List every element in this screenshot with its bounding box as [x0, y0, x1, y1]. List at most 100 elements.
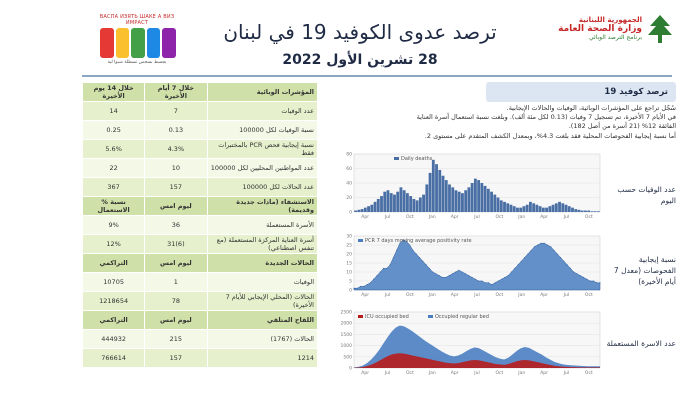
bar: [522, 206, 526, 212]
data-point: [556, 253, 558, 255]
y-tick-label: 2500: [341, 310, 353, 316]
bar: [541, 207, 545, 212]
data-point: [422, 260, 424, 262]
y-tick-label: 1000: [341, 343, 353, 349]
bar: [477, 180, 481, 212]
logo-block: [146, 28, 161, 58]
row-label: عدد الحالات لكل 100000: [206, 177, 318, 197]
summary-line: في الأيام 7 الأخيرة، تم تسجيل 7 وفيات (0…: [416, 113, 676, 122]
x-tick-label: Apr: [451, 292, 459, 298]
ministry-line-1: الجمهورية اللبنانية: [578, 16, 642, 24]
header-cell: % نسبة الاستعمال: [81, 196, 146, 216]
bar: [590, 211, 594, 212]
header-divider: [82, 75, 672, 77]
summary-text: سُجّل تراجع على المؤشرات الوبائية، الوفي…: [322, 104, 676, 141]
data-point: [543, 242, 545, 244]
data-point: [435, 273, 437, 275]
bar: [535, 204, 539, 212]
summary-line: الفائقة 12% (21 أسرة من أصل 182).: [568, 122, 676, 131]
cell-yesterday: 215: [144, 329, 208, 349]
cell-14d: 22: [81, 158, 146, 178]
data-point: [576, 273, 578, 275]
bar: [551, 204, 555, 212]
bar: [386, 190, 390, 212]
chart-label: عدد الاسرة المستعملة: [606, 339, 676, 348]
data-point: [360, 285, 362, 287]
y-tick-label: 25: [346, 243, 352, 249]
bar: [428, 172, 432, 212]
logo-block: [131, 28, 145, 58]
data-point: [579, 275, 581, 277]
cell-cumulative: 1218654: [81, 291, 146, 311]
table-row: 12% 31(6) أسرة العناية المركزة المستعملة…: [81, 234, 318, 254]
x-tick-label: Apr: [540, 214, 548, 220]
y-tick-label: 2000: [341, 321, 353, 327]
x-tick-label: Apr: [451, 370, 459, 376]
cell-14d: 5.6%: [81, 139, 146, 159]
bar: [545, 207, 549, 212]
data-point: [432, 271, 434, 273]
x-tick-label: Apr: [361, 214, 369, 220]
data-point: [455, 271, 457, 273]
data-point: [425, 264, 427, 266]
data-point: [474, 278, 476, 280]
data-point: [507, 275, 509, 277]
bar: [425, 184, 429, 212]
data-point: [596, 282, 598, 284]
series-area-icu: [354, 353, 600, 368]
row-label: أسرة العناية المركزة المستعملة (مع تنفس …: [206, 234, 318, 254]
data-point: [379, 271, 381, 273]
chart-label: نسبة إيجابية الفحوصات (معدل 7 أيام الأخي…: [613, 255, 676, 286]
data-point: [392, 257, 394, 259]
x-tick-label: Jul: [384, 292, 390, 298]
legend-swatch: [358, 315, 363, 318]
x-tick-label: Oct: [406, 214, 414, 220]
header-cell: الاستشفاء (مادات جديدة وقديمة): [206, 196, 318, 216]
bar: [415, 200, 419, 212]
table-row: 367 157 عدد الحالات لكل 100000: [81, 177, 318, 197]
x-tick-label: Jul: [384, 214, 390, 220]
data-point: [497, 280, 499, 282]
cell-7d: 10: [144, 158, 208, 178]
bar: [367, 206, 370, 212]
bar: [519, 207, 523, 212]
bar: [577, 209, 581, 212]
header-cell: اللقاح المتلقي: [206, 310, 318, 330]
data-point: [530, 249, 532, 251]
row-label: الأسرة المستعملة: [206, 215, 318, 235]
data-point: [399, 242, 401, 244]
bar: [402, 190, 406, 212]
bar: [503, 201, 506, 212]
data-point: [396, 249, 398, 251]
x-tick-label: Jul: [563, 370, 569, 376]
bar: [422, 194, 426, 212]
x-tick-label: Jan: [428, 370, 436, 376]
table-row: 10705 1 الوفيات: [81, 272, 318, 292]
data-point: [566, 264, 568, 266]
x-tick-label: Apr: [361, 370, 369, 376]
bar: [584, 210, 587, 212]
data-point: [369, 282, 371, 284]
x-tick-label: Jan: [517, 370, 525, 376]
bar: [370, 204, 374, 212]
bar: [451, 187, 455, 212]
bar: [405, 193, 409, 212]
summary-line: سُجّل تراجع على المؤشرات الوبائية، الوفي…: [506, 104, 676, 112]
bar: [538, 206, 542, 212]
bar: [457, 191, 461, 212]
x-tick-label: Jul: [473, 370, 479, 376]
data-point: [419, 257, 421, 259]
data-point: [510, 271, 512, 273]
report-date: 28 تشرين الأول 2022: [282, 52, 438, 68]
data-point: [366, 284, 368, 286]
header-cell: ليوم امس: [144, 196, 208, 216]
campaign-logo-blocks: [100, 28, 176, 58]
cell-yesterday: 157: [144, 348, 208, 368]
chart-label: عدد الوفيات حسب اليوم: [617, 185, 676, 205]
bar: [363, 207, 367, 212]
cell-yesterday: 36: [144, 215, 208, 235]
legend-label: PCR 7 days moving average positivity rat…: [365, 238, 472, 244]
data-point: [465, 273, 467, 275]
header-cell: خلال 7 أيام الأخيرة: [144, 82, 208, 102]
bar: [480, 183, 484, 212]
